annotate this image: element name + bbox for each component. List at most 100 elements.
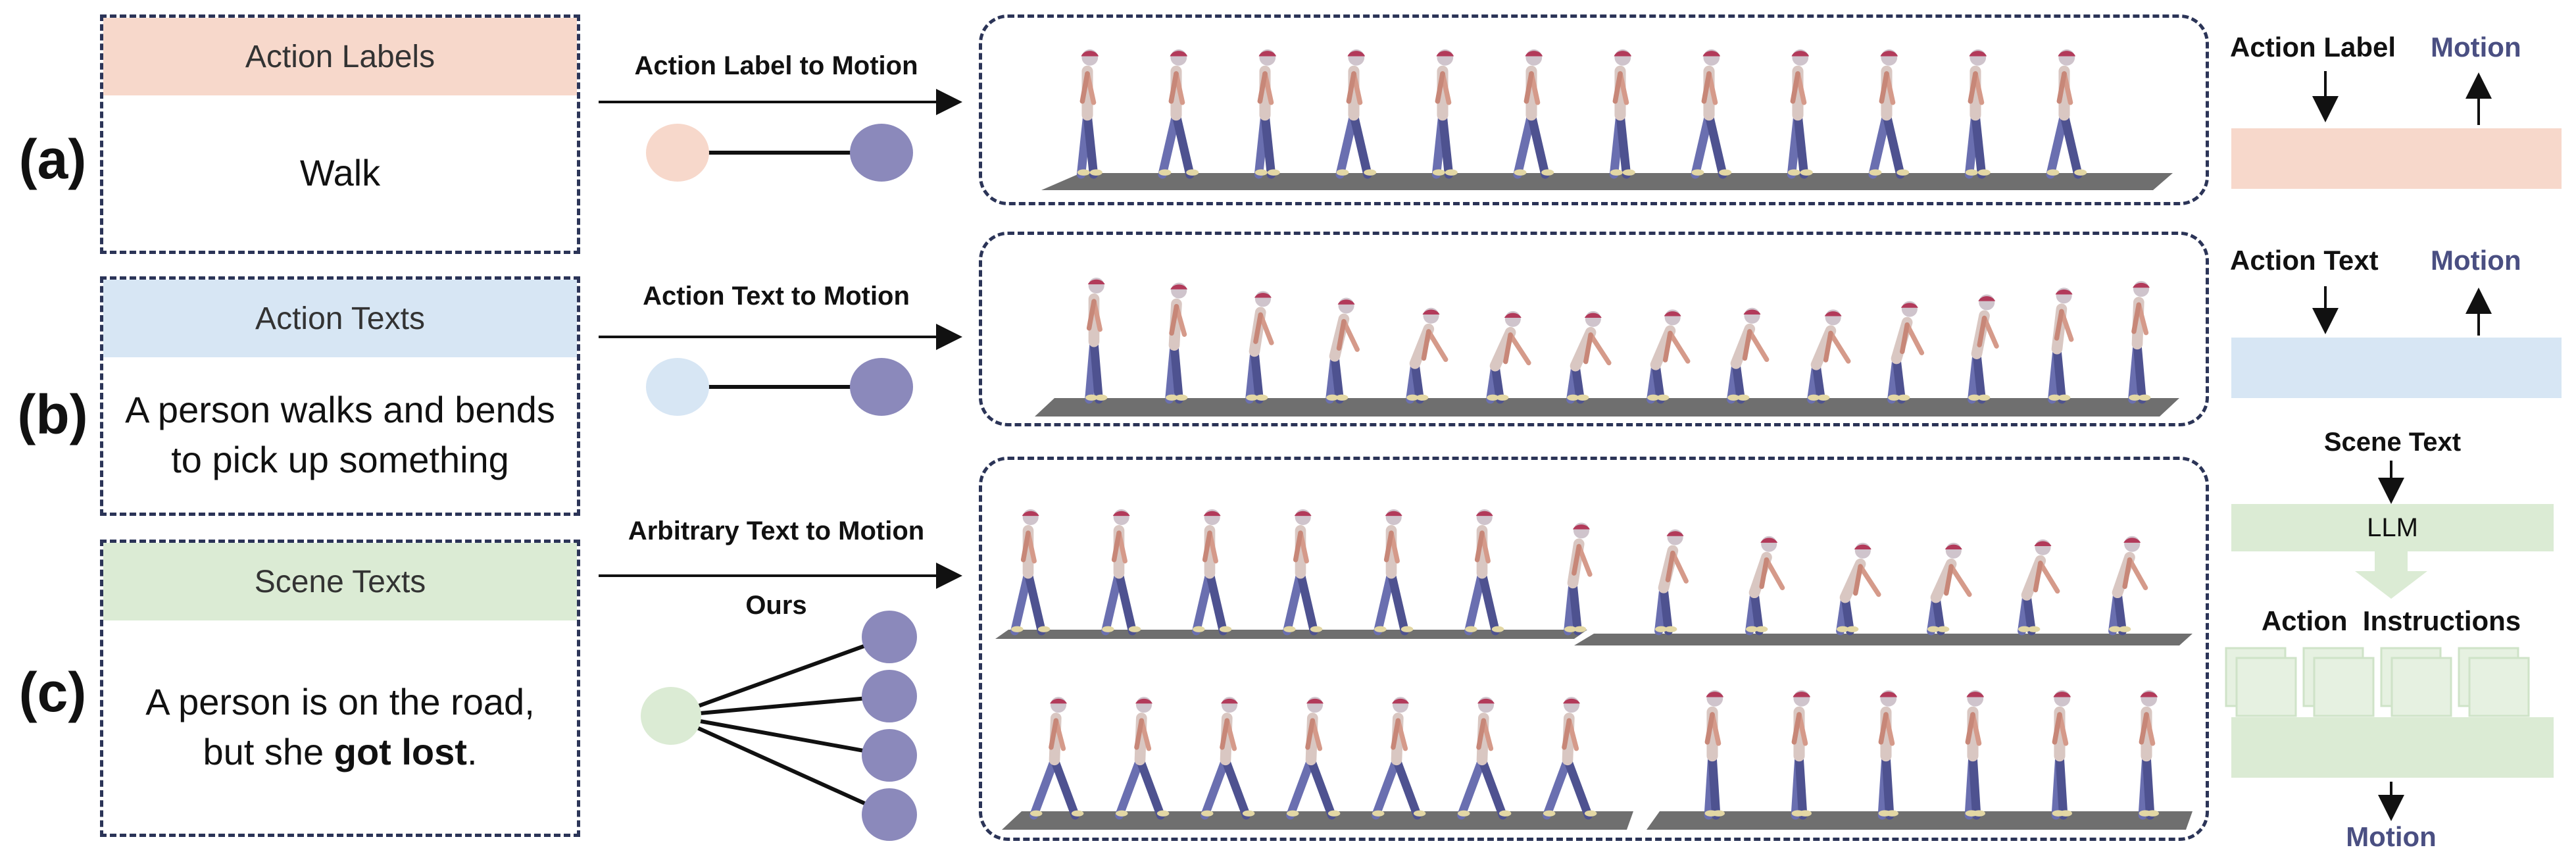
scene-node-c [641,687,701,745]
label-encoder-bar [2231,128,2562,189]
human-figure [1927,542,1972,636]
human-figure [1010,509,1051,636]
arrow-label-c: Arbitrary Text to Motion [628,517,925,545]
human-figure [1543,697,1597,820]
human-figure [1457,697,1512,820]
human-figure [1406,307,1449,404]
human-figure [1254,49,1280,179]
llm-flow-arrow [2355,551,2427,599]
instruction-cards [2225,647,2530,717]
human-figure [1431,49,1458,179]
text-prefix: but she [203,731,334,772]
arrow-label-a: Action Label to Motion [634,51,918,80]
card-body: Walk [103,95,577,251]
card-body: A person is on the road, but she got los… [103,620,577,834]
human-figure [1165,282,1188,404]
human-figure [1158,49,1199,179]
card-text-line: to pick up something [171,439,509,480]
row-label-c: (c) [18,661,87,723]
motion-panel-a [979,14,2209,205]
human-figure [1115,697,1170,820]
human-figure [1787,49,1813,179]
human-figure [1029,697,1084,820]
human-figure [1691,49,1732,179]
human-figure [1486,311,1531,404]
card-text-line: but she got lost. [203,727,477,777]
motion-generator-bar [2231,717,2554,778]
motion-node-c1 [862,611,917,663]
human-figure [1372,697,1426,820]
human-figure [1654,529,1689,636]
human-figure [1192,509,1232,636]
human-figure [1566,311,1612,404]
human-figure [1647,309,1691,404]
arrow-label-b: Action Text to Motion [643,282,910,311]
human-figure [1964,690,1985,820]
human-figure [1085,278,1108,404]
human-figure [1201,697,1255,820]
side-input-label-b: Action Text [2230,245,2379,276]
human-figure [1704,690,1725,820]
motion-node-c4 [862,788,917,841]
text-encoder-bar [2231,338,2562,398]
human-figure [1964,49,1991,179]
llm-box: LLM [2231,504,2554,551]
human-figure [2128,281,2151,404]
row-label-a: (a) [18,128,87,190]
human-figure [1868,49,1910,179]
human-figure [1464,509,1504,636]
human-figure [1609,49,1635,179]
card-header: Action Texts [103,280,577,357]
human-figure [2018,539,2060,636]
side-instructions-label: Action Instructions [2261,605,2521,636]
human-figure [1076,49,1102,179]
human-figure [1877,690,1898,820]
card-body: A person walks and bends to pick up some… [103,357,577,513]
human-figure [2108,536,2148,636]
human-figure [1245,291,1274,404]
card-scene-texts: Scene Texts A person is on the road, but… [100,540,580,837]
motion-node-b [850,358,913,416]
card-header: Scene Texts [103,543,577,620]
human-figure [1335,49,1377,179]
text-node-b [646,358,709,416]
motion-frames-b [1035,278,2179,416]
motion-frames-c [995,509,2192,830]
graph-edges-c [670,635,891,817]
motion-panel-b [979,232,2209,426]
motion-node-c3 [862,729,917,782]
side-input-label-a: Action Label [2230,32,2396,63]
human-figure [1513,49,1554,179]
human-figure [1745,536,1785,636]
human-figure [1968,294,1999,404]
human-figure [1791,690,1812,820]
human-figure [2048,288,2074,404]
human-figure [2138,690,2159,820]
motion-node-a [850,124,913,182]
human-figure [1101,509,1141,636]
human-figure [2046,49,2087,179]
human-figure [1564,522,1593,636]
human-figure [1836,542,1881,636]
ours-label: Ours [745,591,807,620]
human-figure [2051,690,2072,820]
text-emphasis: got lost [334,731,467,772]
human-figure [1807,309,1851,404]
side-output-label-b: Motion [2431,245,2521,276]
human-figure [1887,301,1925,404]
motion-node-c2 [862,670,917,722]
card-header: Action Labels [103,18,577,95]
side-output-label-c: Motion [2346,821,2437,852]
row-label-b: (b) [17,384,88,445]
card-action-labels: Action Labels Walk [100,14,580,254]
human-figure [1325,297,1360,404]
human-figure [1374,509,1414,636]
side-scene-label: Scene Text [2323,428,2462,457]
card-text-line: Walk [299,152,381,194]
card-text-line: A person is on the road, [145,681,535,723]
card-text-line: A person walks and bends [125,389,555,431]
motion-panel-c [979,457,2209,841]
card-action-texts: Action Texts A person walks and bends to… [100,276,580,516]
human-figure [1727,307,1770,404]
